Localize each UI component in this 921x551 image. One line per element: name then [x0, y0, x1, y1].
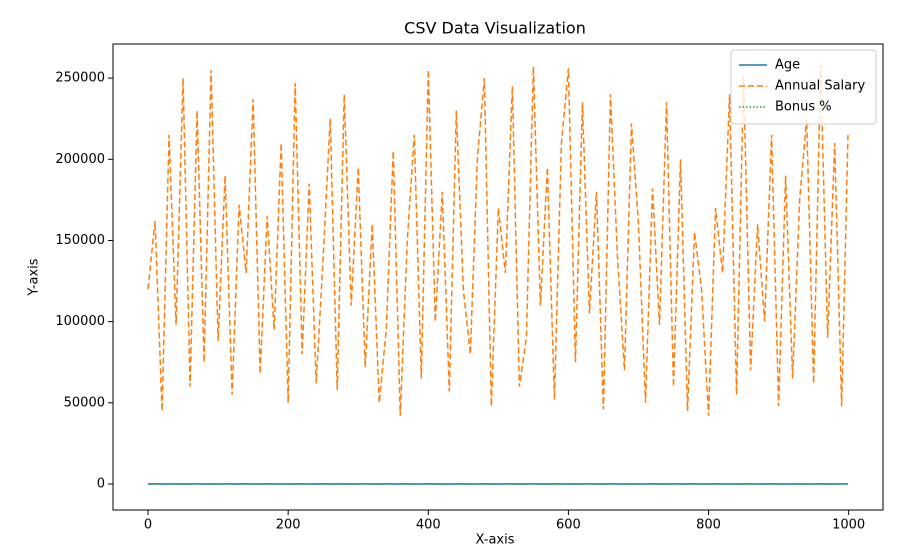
x-tick-label: 600: [556, 518, 581, 533]
y-tick-label: 200000: [55, 152, 105, 167]
x-tick-label: 400: [416, 518, 441, 533]
y-tick-label: 0: [97, 477, 105, 492]
y-tick-label: 100000: [55, 314, 105, 329]
y-tick-label: 250000: [55, 71, 105, 86]
y-axis-label: Y-axis: [27, 258, 42, 296]
y-tick-label: 50000: [64, 395, 105, 410]
x-tick-label: 200: [276, 518, 301, 533]
x-axis-label: X-axis: [476, 533, 515, 548]
y-tick-label: 150000: [55, 233, 105, 248]
legend-label: Age: [775, 58, 800, 73]
x-tick-label: 800: [696, 518, 721, 533]
legend-label: Annual Salary: [775, 79, 865, 94]
x-tick-label: 1000: [832, 518, 865, 533]
chart-title: CSV Data Visualization: [404, 19, 586, 38]
x-tick-label: 0: [144, 518, 152, 533]
legend-label: Bonus %: [775, 100, 832, 115]
